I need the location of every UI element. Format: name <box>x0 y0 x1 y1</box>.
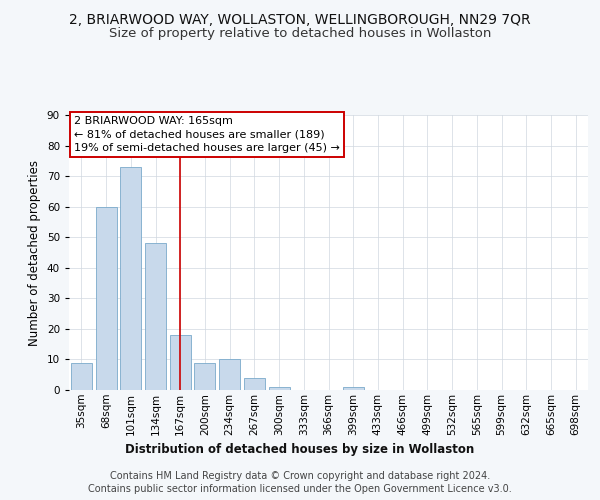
Text: Distribution of detached houses by size in Wollaston: Distribution of detached houses by size … <box>125 442 475 456</box>
Bar <box>244 378 265 390</box>
Y-axis label: Number of detached properties: Number of detached properties <box>28 160 41 346</box>
Bar <box>194 362 215 390</box>
Bar <box>71 362 92 390</box>
Bar <box>343 387 364 390</box>
Text: Contains HM Land Registry data © Crown copyright and database right 2024.: Contains HM Land Registry data © Crown c… <box>110 471 490 481</box>
Bar <box>95 206 116 390</box>
Bar <box>120 167 141 390</box>
Text: Contains public sector information licensed under the Open Government Licence v3: Contains public sector information licen… <box>88 484 512 494</box>
Bar <box>145 244 166 390</box>
Bar <box>269 387 290 390</box>
Bar <box>219 360 240 390</box>
Text: Size of property relative to detached houses in Wollaston: Size of property relative to detached ho… <box>109 28 491 40</box>
Text: 2, BRIARWOOD WAY, WOLLASTON, WELLINGBOROUGH, NN29 7QR: 2, BRIARWOOD WAY, WOLLASTON, WELLINGBORO… <box>69 12 531 26</box>
Bar <box>170 335 191 390</box>
Text: 2 BRIARWOOD WAY: 165sqm
← 81% of detached houses are smaller (189)
19% of semi-d: 2 BRIARWOOD WAY: 165sqm ← 81% of detache… <box>74 116 340 153</box>
